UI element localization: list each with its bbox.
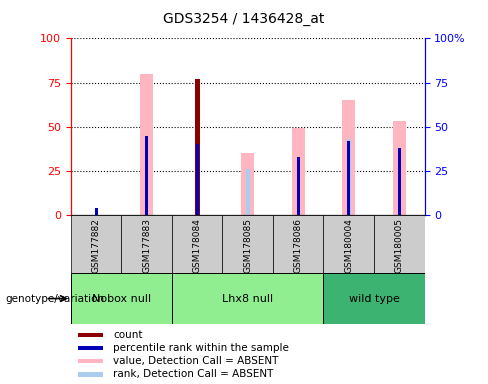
Bar <box>273 215 324 273</box>
Bar <box>95 208 98 215</box>
Bar <box>242 153 254 215</box>
Bar <box>347 141 350 215</box>
Bar <box>172 273 324 324</box>
Text: value, Detection Call = ABSENT: value, Detection Call = ABSENT <box>113 356 279 366</box>
Bar <box>145 136 148 215</box>
Bar <box>195 79 200 215</box>
Bar <box>78 333 102 337</box>
Bar <box>245 169 250 215</box>
Bar <box>71 215 122 273</box>
Bar <box>343 100 355 215</box>
Bar <box>78 346 102 350</box>
Text: Lhx8 null: Lhx8 null <box>222 293 273 304</box>
Text: rank, Detection Call = ABSENT: rank, Detection Call = ABSENT <box>113 369 274 379</box>
Text: genotype/variation: genotype/variation <box>5 293 104 304</box>
Bar <box>297 157 300 215</box>
Text: Nobox null: Nobox null <box>92 293 151 304</box>
Text: GSM177883: GSM177883 <box>142 218 151 273</box>
Bar <box>172 215 223 273</box>
Bar <box>347 139 351 215</box>
Bar <box>196 144 199 215</box>
Text: GSM180004: GSM180004 <box>344 218 353 273</box>
Text: GSM178086: GSM178086 <box>294 218 303 273</box>
Text: percentile rank within the sample: percentile rank within the sample <box>113 343 289 353</box>
Bar <box>398 148 401 215</box>
Bar <box>324 215 374 273</box>
Text: GSM178084: GSM178084 <box>193 218 202 273</box>
Text: GDS3254 / 1436428_at: GDS3254 / 1436428_at <box>163 12 325 25</box>
Bar <box>78 359 102 364</box>
Bar <box>140 74 153 215</box>
Bar <box>393 121 406 215</box>
Text: GSM180005: GSM180005 <box>395 218 404 273</box>
Bar <box>292 129 305 215</box>
Bar <box>78 372 102 377</box>
Text: wild type: wild type <box>348 293 400 304</box>
Bar <box>71 273 172 324</box>
Bar <box>122 215 172 273</box>
Text: GSM178085: GSM178085 <box>243 218 252 273</box>
Text: GSM177882: GSM177882 <box>92 218 101 273</box>
Bar <box>223 215 273 273</box>
Bar <box>374 215 425 273</box>
Text: count: count <box>113 330 142 340</box>
Bar <box>324 273 425 324</box>
